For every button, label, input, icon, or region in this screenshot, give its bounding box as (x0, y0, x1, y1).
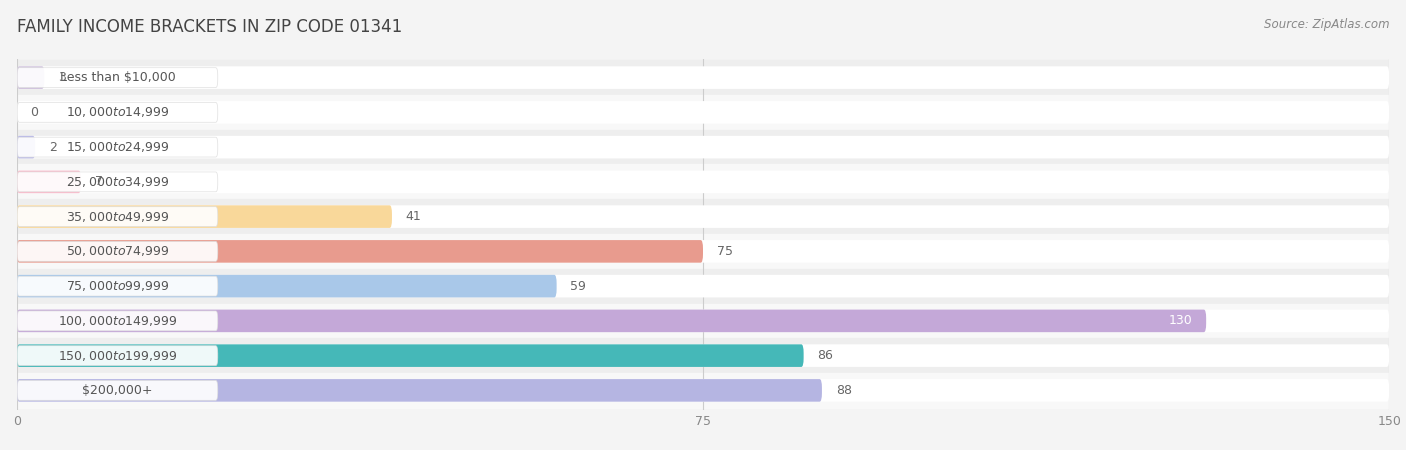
Bar (17, 165, 1389, 199)
FancyBboxPatch shape (17, 240, 703, 263)
FancyBboxPatch shape (17, 381, 218, 400)
FancyBboxPatch shape (17, 207, 218, 226)
Text: $100,000 to $149,999: $100,000 to $149,999 (58, 314, 177, 328)
FancyBboxPatch shape (17, 171, 1389, 193)
Text: $15,000 to $24,999: $15,000 to $24,999 (66, 140, 169, 154)
FancyBboxPatch shape (17, 68, 218, 87)
FancyBboxPatch shape (17, 172, 218, 192)
Text: 3: 3 (58, 71, 66, 84)
FancyBboxPatch shape (17, 137, 218, 157)
Text: FAMILY INCOME BRACKETS IN ZIP CODE 01341: FAMILY INCOME BRACKETS IN ZIP CODE 01341 (17, 18, 402, 36)
FancyBboxPatch shape (17, 379, 1389, 402)
FancyBboxPatch shape (17, 344, 1389, 367)
Text: $25,000 to $34,999: $25,000 to $34,999 (66, 175, 169, 189)
FancyBboxPatch shape (17, 136, 1389, 158)
FancyBboxPatch shape (17, 311, 218, 331)
FancyBboxPatch shape (17, 275, 1389, 297)
Bar (17, 199, 1389, 234)
Text: $50,000 to $74,999: $50,000 to $74,999 (66, 244, 169, 258)
Text: Source: ZipAtlas.com: Source: ZipAtlas.com (1264, 18, 1389, 31)
FancyBboxPatch shape (17, 136, 35, 158)
Text: 0: 0 (31, 106, 38, 119)
Bar (17, 234, 1389, 269)
Text: 86: 86 (817, 349, 834, 362)
Text: Less than $10,000: Less than $10,000 (59, 71, 176, 84)
Bar (17, 338, 1389, 373)
Text: $75,000 to $99,999: $75,000 to $99,999 (66, 279, 169, 293)
FancyBboxPatch shape (17, 344, 804, 367)
FancyBboxPatch shape (17, 101, 1389, 124)
Bar (17, 130, 1389, 165)
Text: $35,000 to $49,999: $35,000 to $49,999 (66, 210, 169, 224)
FancyBboxPatch shape (17, 205, 1389, 228)
Bar (17, 373, 1389, 408)
FancyBboxPatch shape (17, 103, 218, 122)
FancyBboxPatch shape (17, 310, 1206, 332)
Bar (17, 269, 1389, 303)
FancyBboxPatch shape (17, 310, 1389, 332)
FancyBboxPatch shape (17, 242, 218, 261)
FancyBboxPatch shape (17, 205, 392, 228)
Bar (17, 303, 1389, 338)
FancyBboxPatch shape (17, 66, 45, 89)
Bar (17, 95, 1389, 130)
Text: 130: 130 (1168, 315, 1192, 328)
FancyBboxPatch shape (17, 276, 218, 296)
Text: $10,000 to $14,999: $10,000 to $14,999 (66, 105, 169, 119)
Text: 2: 2 (49, 140, 56, 153)
FancyBboxPatch shape (17, 275, 557, 297)
FancyBboxPatch shape (17, 379, 823, 402)
Text: $200,000+: $200,000+ (83, 384, 153, 397)
FancyBboxPatch shape (17, 171, 82, 193)
Text: $150,000 to $199,999: $150,000 to $199,999 (58, 349, 177, 363)
Text: 7: 7 (94, 176, 103, 189)
Text: 88: 88 (835, 384, 852, 397)
Bar (17, 60, 1389, 95)
Text: 59: 59 (571, 279, 586, 292)
Text: 75: 75 (717, 245, 733, 258)
FancyBboxPatch shape (17, 66, 1389, 89)
FancyBboxPatch shape (17, 346, 218, 365)
Text: 41: 41 (406, 210, 422, 223)
FancyBboxPatch shape (17, 240, 1389, 263)
